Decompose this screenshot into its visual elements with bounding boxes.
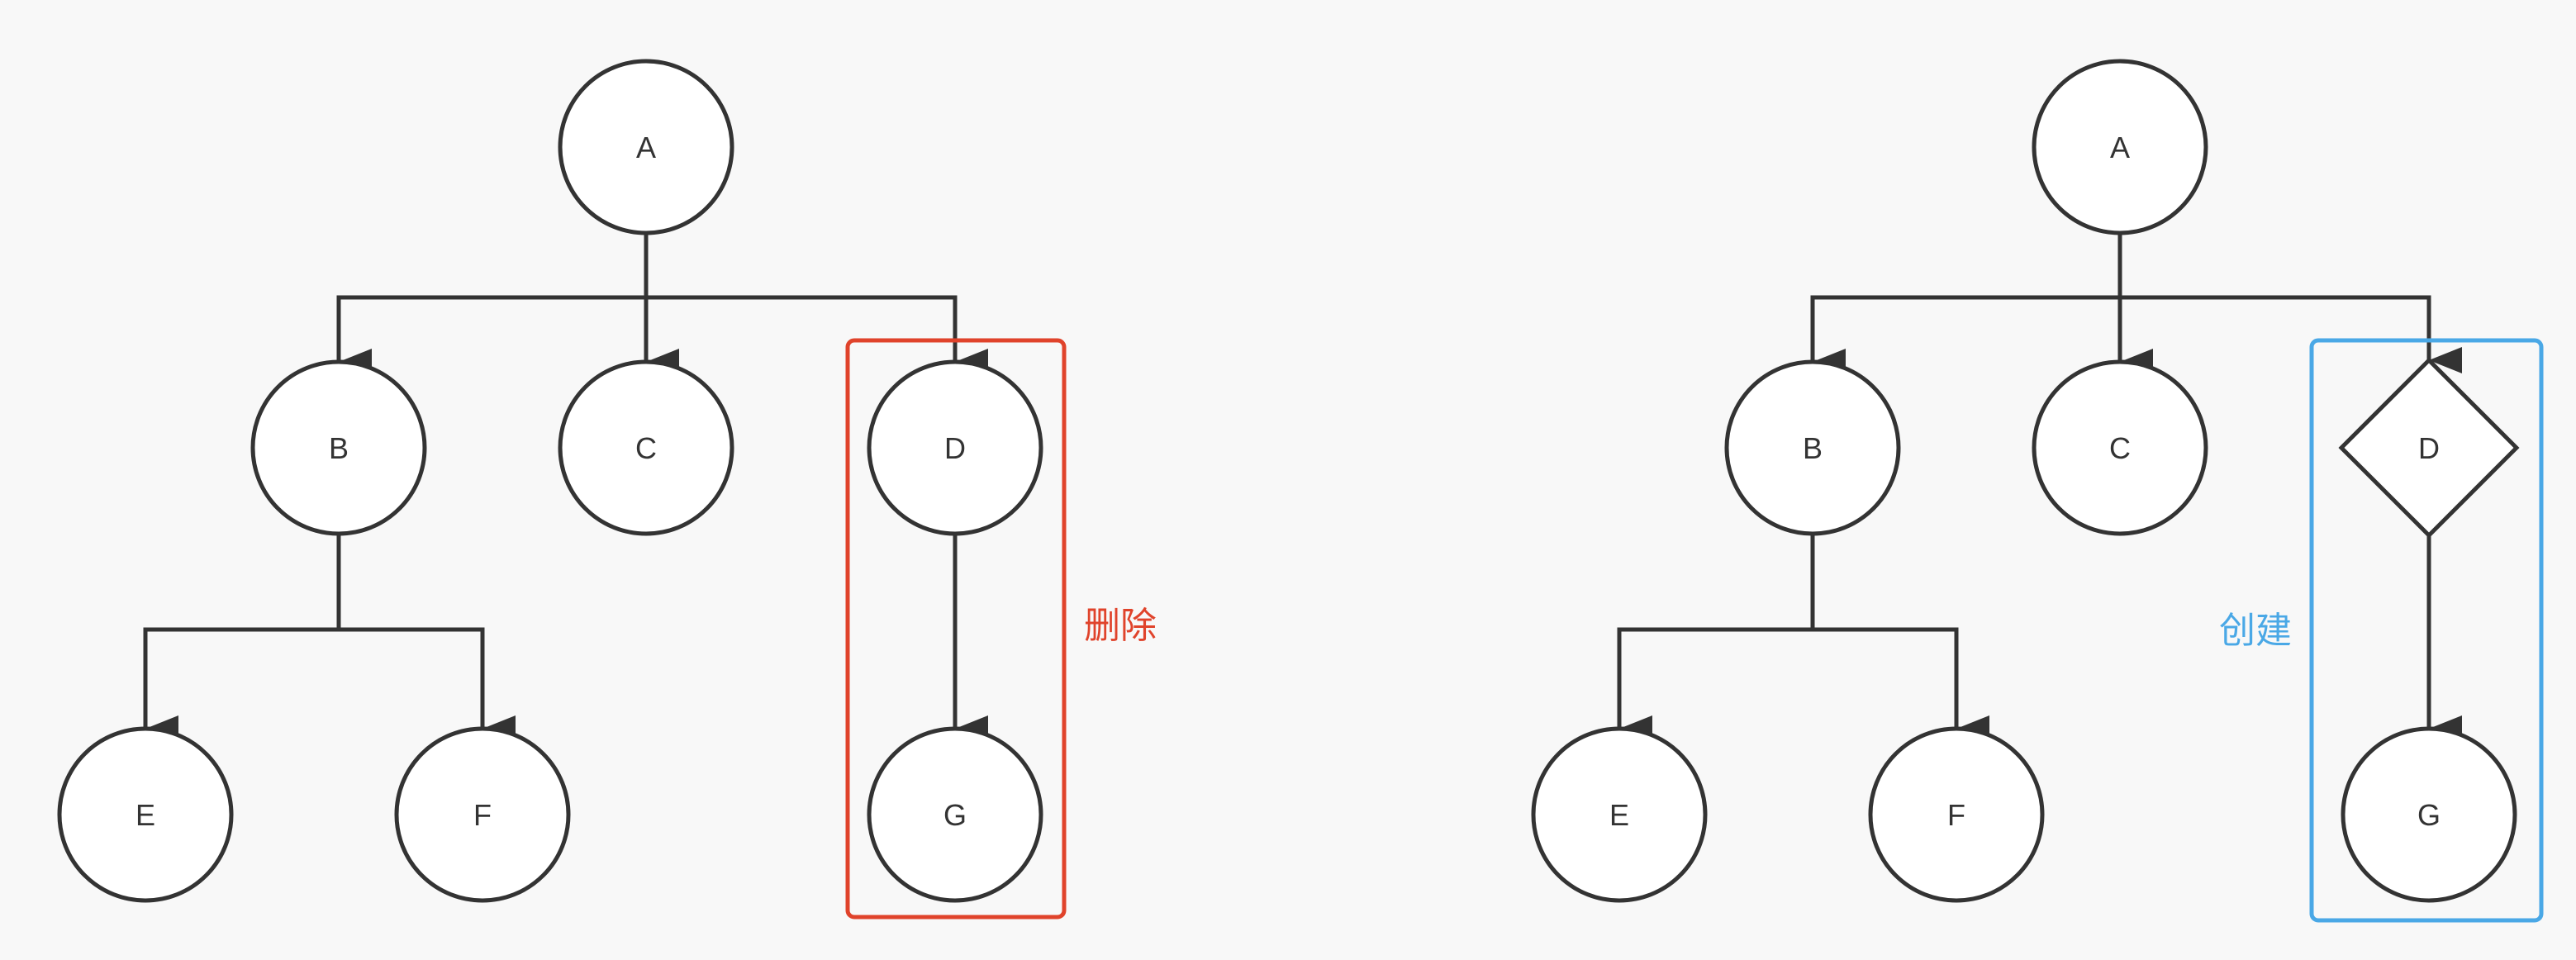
node-A: A bbox=[558, 59, 734, 235]
node-A-circle bbox=[558, 59, 734, 235]
node-G: G bbox=[2341, 726, 2517, 903]
node-B: B bbox=[1724, 359, 1901, 536]
edge-A-D bbox=[644, 233, 988, 375]
node-E: E bbox=[1531, 726, 1708, 903]
highlight-label-before: 删除 bbox=[1084, 605, 1157, 647]
node-G-circle bbox=[2341, 726, 2517, 903]
diagram-after bbox=[1617, 233, 2462, 742]
node-C: C bbox=[558, 359, 734, 536]
edge-A-D bbox=[2117, 233, 2462, 373]
node-G-circle bbox=[867, 726, 1043, 903]
node-A-circle bbox=[2032, 59, 2208, 235]
edge-B-F bbox=[1810, 534, 1989, 742]
edge-B-E bbox=[1617, 534, 1815, 742]
node-F-label: F bbox=[473, 798, 492, 832]
node-E-circle bbox=[1531, 726, 1708, 903]
node-F: F bbox=[1868, 726, 2045, 903]
node-E: E bbox=[57, 726, 234, 903]
edge-B-F bbox=[336, 534, 516, 742]
node-B-label: B bbox=[1803, 431, 1823, 465]
node-C: C bbox=[2032, 359, 2208, 536]
node-E-label: E bbox=[1609, 798, 1629, 832]
node-D-label: D bbox=[2418, 431, 2440, 465]
node-F-circle bbox=[394, 726, 571, 903]
node-F-label: F bbox=[1947, 798, 1965, 832]
diagram-before bbox=[143, 233, 988, 742]
edge-B-E bbox=[143, 534, 341, 742]
node-G-label: G bbox=[2417, 798, 2441, 832]
highlight-box-after bbox=[2309, 338, 2544, 923]
edge-A-B bbox=[336, 233, 649, 375]
node-C-label: C bbox=[635, 431, 657, 465]
node-D-circle bbox=[867, 359, 1043, 536]
node-F-circle bbox=[1868, 726, 2045, 903]
node-A: A bbox=[2032, 59, 2208, 235]
node-G-label: G bbox=[943, 798, 967, 832]
node-E-circle bbox=[57, 726, 234, 903]
node-G: G bbox=[867, 726, 1043, 903]
node-C-circle bbox=[558, 359, 734, 536]
node-A-label: A bbox=[636, 131, 656, 164]
node-B-label: B bbox=[329, 431, 349, 465]
highlight-label-after: 创建 bbox=[2219, 610, 2292, 652]
node-C-label: C bbox=[2109, 431, 2131, 465]
node-B: B bbox=[250, 359, 427, 536]
node-A-label: A bbox=[2110, 131, 2130, 164]
node-D-diamond bbox=[2338, 357, 2520, 539]
node-D: D bbox=[2338, 357, 2520, 539]
node-F: F bbox=[394, 726, 571, 903]
node-D-label: D bbox=[944, 431, 966, 465]
highlight-box-before bbox=[845, 338, 1067, 920]
node-D: D bbox=[867, 359, 1043, 536]
node-C-circle bbox=[2032, 359, 2208, 536]
edge-A-B bbox=[1810, 233, 2122, 375]
node-B-circle bbox=[250, 359, 427, 536]
node-E-label: E bbox=[135, 798, 155, 832]
node-B-circle bbox=[1724, 359, 1901, 536]
